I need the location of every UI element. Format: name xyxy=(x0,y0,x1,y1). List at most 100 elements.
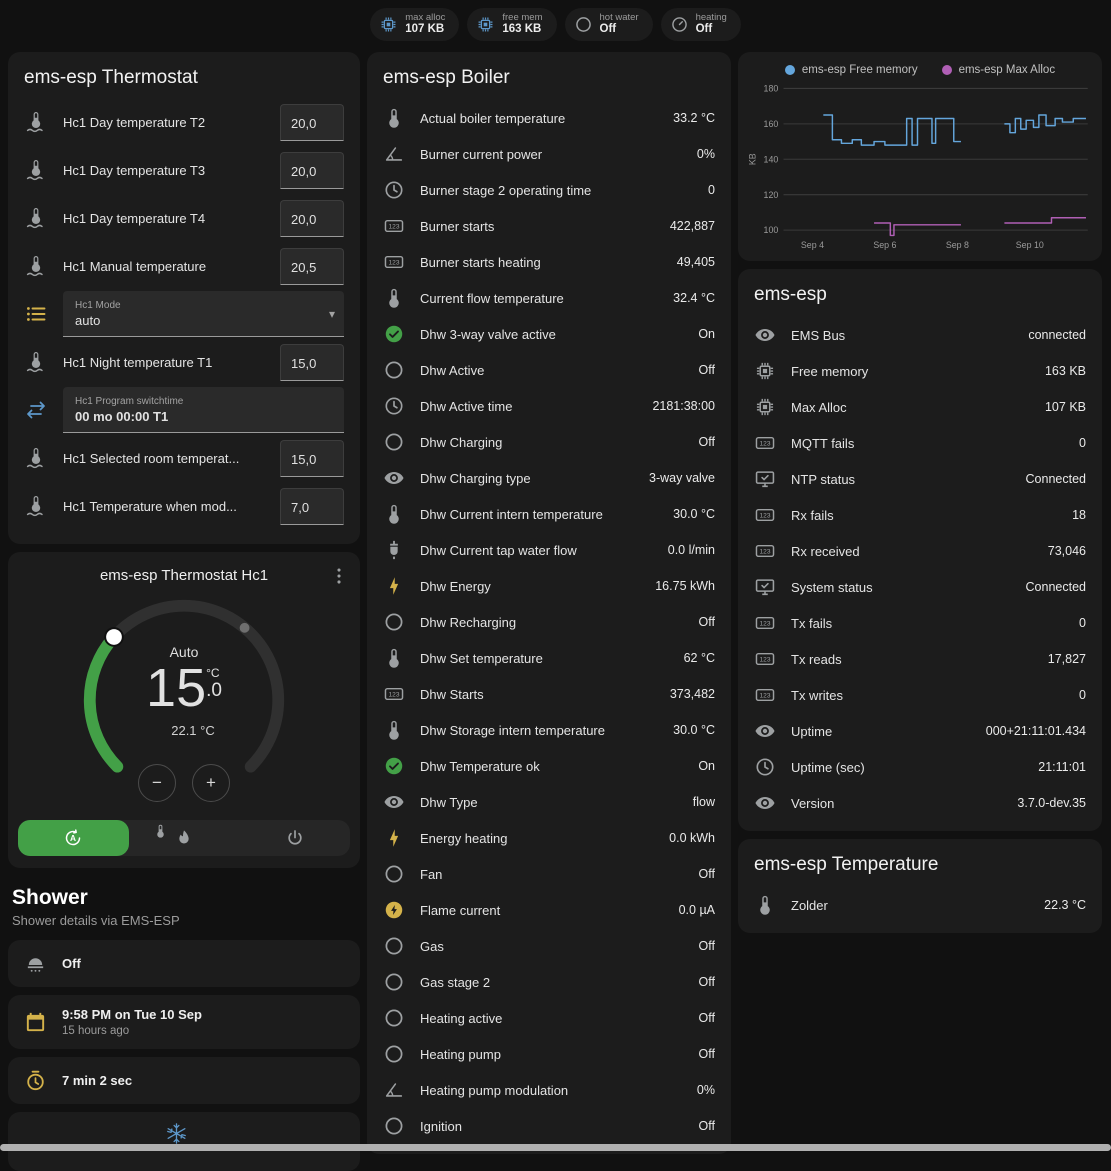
svg-text:123: 123 xyxy=(759,513,770,520)
lightning-icon xyxy=(383,575,405,597)
entity-row[interactable]: Zolder 22.3 °C xyxy=(738,887,1102,923)
entity-row[interactable]: Heating pump modulation 0% xyxy=(367,1072,731,1108)
thermostat-row: Hc1 Program switchtime 00 mo 00:00 T1 xyxy=(24,386,344,434)
number-input[interactable]: 20,5 xyxy=(280,248,344,285)
badge-hot-water[interactable]: hot water Off xyxy=(565,8,653,41)
entity-row[interactable]: Dhw Type flow xyxy=(367,784,731,820)
svg-text:123: 123 xyxy=(759,549,770,556)
entity-row[interactable]: Burner current power 0% xyxy=(367,136,731,172)
entity-row[interactable]: 123 Rx received 73,046 xyxy=(738,533,1102,569)
legend-item-ems-esp Max Alloc[interactable]: ems-esp Max Alloc xyxy=(942,64,1056,76)
entity-label: Dhw Charging xyxy=(420,435,684,450)
row-label: Hc1 Day temperature T2 xyxy=(63,115,265,130)
entity-row[interactable]: 123 Rx fails 18 xyxy=(738,497,1102,533)
entity-row[interactable]: 123 Tx fails 0 xyxy=(738,605,1102,641)
shower-row[interactable] xyxy=(8,1112,360,1171)
entity-row[interactable]: Ignition Off xyxy=(367,1108,731,1144)
entity-row[interactable]: 123 Dhw Starts 373,482 xyxy=(367,676,731,712)
number-input[interactable]: 20,0 xyxy=(280,152,344,189)
angle-icon xyxy=(383,143,405,165)
entity-row[interactable]: Energy heating 0.0 kWh xyxy=(367,820,731,856)
row-text: 7 min 2 sec xyxy=(62,1073,132,1088)
mode-button-auto[interactable]: A xyxy=(18,820,129,856)
badge-max-alloc[interactable]: max alloc 107 KB xyxy=(370,8,459,41)
entity-row[interactable]: Fan Off xyxy=(367,856,731,892)
chip-icon xyxy=(754,396,776,418)
shower-row[interactable]: 7 min 2 sec xyxy=(8,1057,360,1104)
entity-row[interactable]: NTP status Connected xyxy=(738,461,1102,497)
entity-row[interactable]: Dhw Set temperature 62 °C xyxy=(367,640,731,676)
mode-button-off[interactable] xyxy=(239,820,350,856)
legend-dot xyxy=(785,65,795,75)
entity-row[interactable]: Heating active Off xyxy=(367,1000,731,1036)
field-value: 00 mo 00:00 T1 xyxy=(75,407,318,424)
number-input[interactable]: 20,0 xyxy=(280,200,344,237)
entity-value: 0 xyxy=(1079,688,1086,702)
check-circle-icon xyxy=(383,755,405,777)
entity-row[interactable]: Actual boiler temperature 33.2 °C xyxy=(367,100,731,136)
entity-row[interactable]: Burner stage 2 operating time 0 xyxy=(367,172,731,208)
entity-row[interactable]: Uptime 000+21:11:01.434 xyxy=(738,713,1102,749)
entity-row[interactable]: Max Alloc 107 KB xyxy=(738,389,1102,425)
entity-row[interactable]: Uptime (sec) 21:11:01 xyxy=(738,749,1102,785)
number-input[interactable]: 15,0 xyxy=(280,344,344,381)
svg-text:123: 123 xyxy=(759,693,770,700)
field[interactable]: Hc1 Mode auto xyxy=(63,291,344,337)
column-right: ems-esp Free memory ems-esp Max Alloc 10… xyxy=(738,52,1102,933)
field[interactable]: Hc1 Program switchtime 00 mo 00:00 T1 xyxy=(63,387,344,433)
entity-row[interactable]: Dhw Recharging Off xyxy=(367,604,731,640)
legend-item-ems-esp Free memory[interactable]: ems-esp Free memory xyxy=(785,64,918,76)
entity-row[interactable]: Dhw Active time 2181:38:00 xyxy=(367,388,731,424)
badge-free-mem[interactable]: free mem 163 KB xyxy=(467,8,556,41)
entity-label: Dhw Energy xyxy=(420,579,640,594)
circle-icon xyxy=(383,359,405,381)
entity-row[interactable]: Current flow temperature 32.4 °C xyxy=(367,280,731,316)
number-input[interactable]: 15,0 xyxy=(280,440,344,477)
entity-value: 62 °C xyxy=(684,651,715,665)
entity-row[interactable]: Dhw Storage intern temperature 30.0 °C xyxy=(367,712,731,748)
entity-row[interactable]: Dhw Current intern temperature 30.0 °C xyxy=(367,496,731,532)
badge-heating[interactable]: heating Off xyxy=(661,8,741,41)
entity-row[interactable]: Dhw 3-way valve active On xyxy=(367,316,731,352)
entity-value: 30.0 °C xyxy=(673,723,715,737)
horizontal-scrollbar[interactable] xyxy=(0,1144,1111,1151)
entity-row[interactable]: 123 Burner starts 422,887 xyxy=(367,208,731,244)
entity-row[interactable]: Version 3.7.0-dev.35 xyxy=(738,785,1102,821)
entity-row[interactable]: Dhw Current tap water flow 0.0 l/min xyxy=(367,532,731,568)
badge-value: Off xyxy=(696,23,727,37)
entity-label: Gas xyxy=(420,939,684,954)
badge-label: heating xyxy=(696,12,727,23)
entity-row[interactable]: 123 Burner starts heating 49,405 xyxy=(367,244,731,280)
legend-label: ems-esp Max Alloc xyxy=(959,64,1056,76)
number-input[interactable]: 20,0 xyxy=(280,104,344,141)
number-input[interactable]: 7,0 xyxy=(280,488,344,525)
entity-row[interactable]: Free memory 163 KB xyxy=(738,353,1102,389)
entity-row[interactable]: Dhw Energy 16.75 kWh xyxy=(367,568,731,604)
dots-vertical-icon[interactable] xyxy=(328,565,350,587)
mode-button-heat[interactable] xyxy=(129,820,240,856)
entity-row[interactable]: Gas stage 2 Off xyxy=(367,964,731,1000)
timer-icon xyxy=(24,1069,47,1092)
entity-row[interactable]: 123 Tx reads 17,827 xyxy=(738,641,1102,677)
shower-row[interactable]: Off xyxy=(8,940,360,987)
svg-text:123: 123 xyxy=(759,441,770,448)
entity-row[interactable]: 123 Tx writes 0 xyxy=(738,677,1102,713)
entity-label: Dhw Current tap water flow xyxy=(420,543,653,558)
temperature-card: ems-esp Temperature Zolder 22.3 °C xyxy=(738,839,1102,933)
entity-row[interactable]: Heating pump Off xyxy=(367,1036,731,1072)
shower-section-header: Shower Shower details via EMS-ESP xyxy=(8,876,360,932)
decrease-temp-button[interactable]: − xyxy=(138,764,176,802)
entity-row[interactable]: Dhw Charging type 3-way valve xyxy=(367,460,731,496)
entity-row[interactable]: System status Connected xyxy=(738,569,1102,605)
shower-row[interactable]: 9:58 PM on Tue 10 Sep 15 hours ago xyxy=(8,995,360,1049)
badge-text: heating Off xyxy=(696,12,727,37)
entity-row[interactable]: 123 MQTT fails 0 xyxy=(738,425,1102,461)
entity-label: Dhw Active xyxy=(420,363,684,378)
entity-row[interactable]: Dhw Temperature ok On xyxy=(367,748,731,784)
entity-row[interactable]: Gas Off xyxy=(367,928,731,964)
entity-row[interactable]: EMS Bus connected xyxy=(738,317,1102,353)
entity-row[interactable]: Flame current 0.0 µA xyxy=(367,892,731,928)
entity-row[interactable]: Dhw Charging Off xyxy=(367,424,731,460)
increase-temp-button[interactable]: + xyxy=(192,764,230,802)
entity-row[interactable]: Dhw Active Off xyxy=(367,352,731,388)
